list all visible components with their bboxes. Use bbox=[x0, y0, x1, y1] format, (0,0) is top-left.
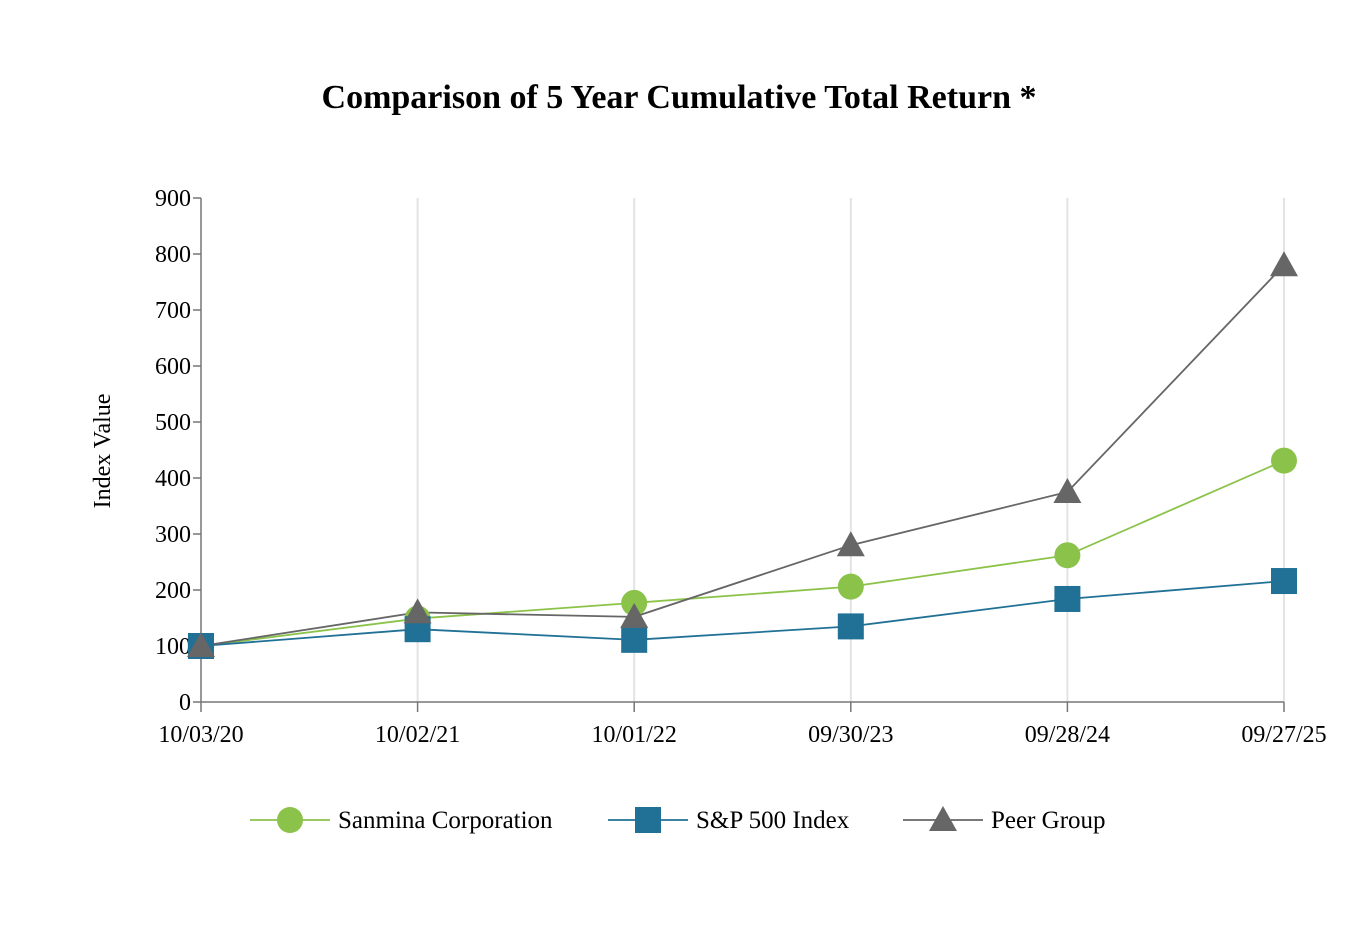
legend-label-sanmina-corporation: Sanmina Corporation bbox=[338, 807, 553, 834]
x-tick-label: 09/28/24 bbox=[1025, 722, 1110, 748]
y-tick-label: 0 bbox=[179, 690, 191, 716]
data-point-peer-group bbox=[403, 598, 432, 624]
series-lines bbox=[200, 264, 1285, 647]
data-point-peer-group bbox=[620, 602, 649, 628]
legend-label-peer-group: Peer Group bbox=[991, 807, 1106, 834]
y-tick-label: 100 bbox=[155, 634, 191, 660]
y-axis-label: Index Value bbox=[90, 394, 116, 509]
data-point-sanmina-corporation bbox=[1054, 542, 1081, 569]
data-point-peer-group bbox=[1270, 251, 1298, 277]
legend-marker-sanmina-corporation bbox=[277, 807, 303, 833]
data-point-peer-group bbox=[187, 632, 215, 657]
series-line-s-p-500-index bbox=[200, 580, 1285, 647]
y-tick-label: 800 bbox=[155, 242, 191, 268]
y-tick-label: 200 bbox=[155, 578, 191, 604]
x-tick-label: 10/02/21 bbox=[375, 722, 460, 748]
series-markers bbox=[187, 251, 1298, 659]
legend-label-s-p-500-index: S&P 500 Index bbox=[696, 807, 850, 834]
legend: Sanmina Corporation S&P 500 Index Peer Gro… bbox=[250, 806, 1106, 834]
y-tick-label: 400 bbox=[155, 466, 191, 492]
y-tick-label: 500 bbox=[155, 410, 191, 436]
x-tick-label: 09/30/23 bbox=[808, 722, 893, 748]
series-line-peer-group bbox=[200, 264, 1285, 647]
x-tick-label: 10/01/22 bbox=[592, 722, 677, 748]
y-tick-label: 700 bbox=[155, 298, 191, 324]
data-point-s-p-500-index bbox=[837, 613, 864, 640]
legend-marker-s-p-500-index bbox=[635, 807, 661, 833]
series-line-sanmina-corporation bbox=[200, 459, 1285, 647]
data-point-peer-group bbox=[836, 531, 865, 557]
x-tick-label: 09/27/25 bbox=[1241, 722, 1326, 748]
axes: 0 100 200 300 400 500 600 700 800 900 10/03/20 10/0… bbox=[155, 186, 1327, 748]
legend-marker-peer-group bbox=[929, 806, 957, 831]
data-point-sanmina-corporation bbox=[1271, 447, 1297, 474]
x-tick-label: 10/03/20 bbox=[158, 722, 243, 748]
data-point-peer-group bbox=[1053, 478, 1082, 503]
y-tick-label: 600 bbox=[155, 354, 191, 380]
data-point-sanmina-corporation bbox=[837, 573, 864, 600]
data-point-s-p-500-index bbox=[621, 626, 648, 653]
data-point-s-p-500-index bbox=[1271, 568, 1297, 595]
chart-title: Comparison of 5 Year Cumulative Total Re… bbox=[322, 79, 1037, 116]
data-point-s-p-500-index bbox=[1054, 585, 1081, 612]
y-tick-label: 900 bbox=[155, 186, 191, 212]
y-tick-label: 300 bbox=[155, 522, 191, 548]
